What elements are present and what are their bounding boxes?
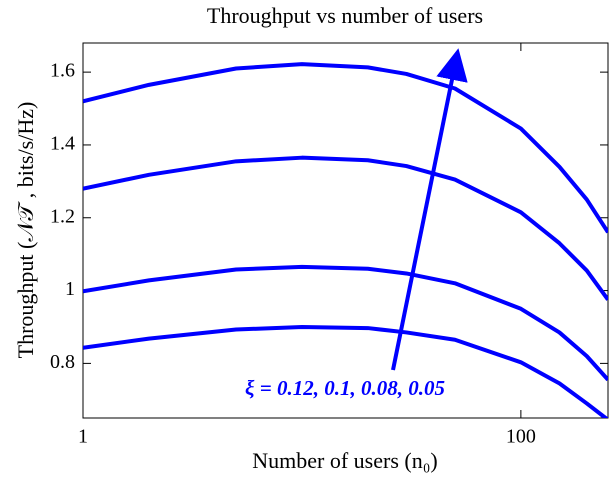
x-axis-label: Number of users (n₀)	[252, 448, 437, 473]
y-tick-label: 0.8	[50, 351, 75, 373]
line	[83, 155, 608, 301]
line	[83, 264, 608, 382]
y-tick-label: 1.4	[50, 133, 75, 155]
line	[83, 324, 608, 418]
y-tick-label: 1	[65, 278, 75, 300]
y-tick-label: 1.2	[50, 205, 75, 227]
plot-frame	[82, 42, 609, 419]
y-tick-label: 1.6	[50, 60, 75, 82]
x-tick-label: 100	[506, 426, 536, 448]
line	[83, 62, 608, 234]
x-tick-label: 1	[78, 426, 88, 448]
arrow	[391, 48, 468, 371]
annotation: ξ = 0.12, 0.1, 0.08, 0.05	[245, 376, 445, 400]
y-axis-label: Throughput (𝒩𝒯 , bits/s/Hz)	[13, 102, 38, 359]
plot-area	[83, 62, 608, 418]
chart-title: Throughput vs number of users	[207, 3, 483, 28]
